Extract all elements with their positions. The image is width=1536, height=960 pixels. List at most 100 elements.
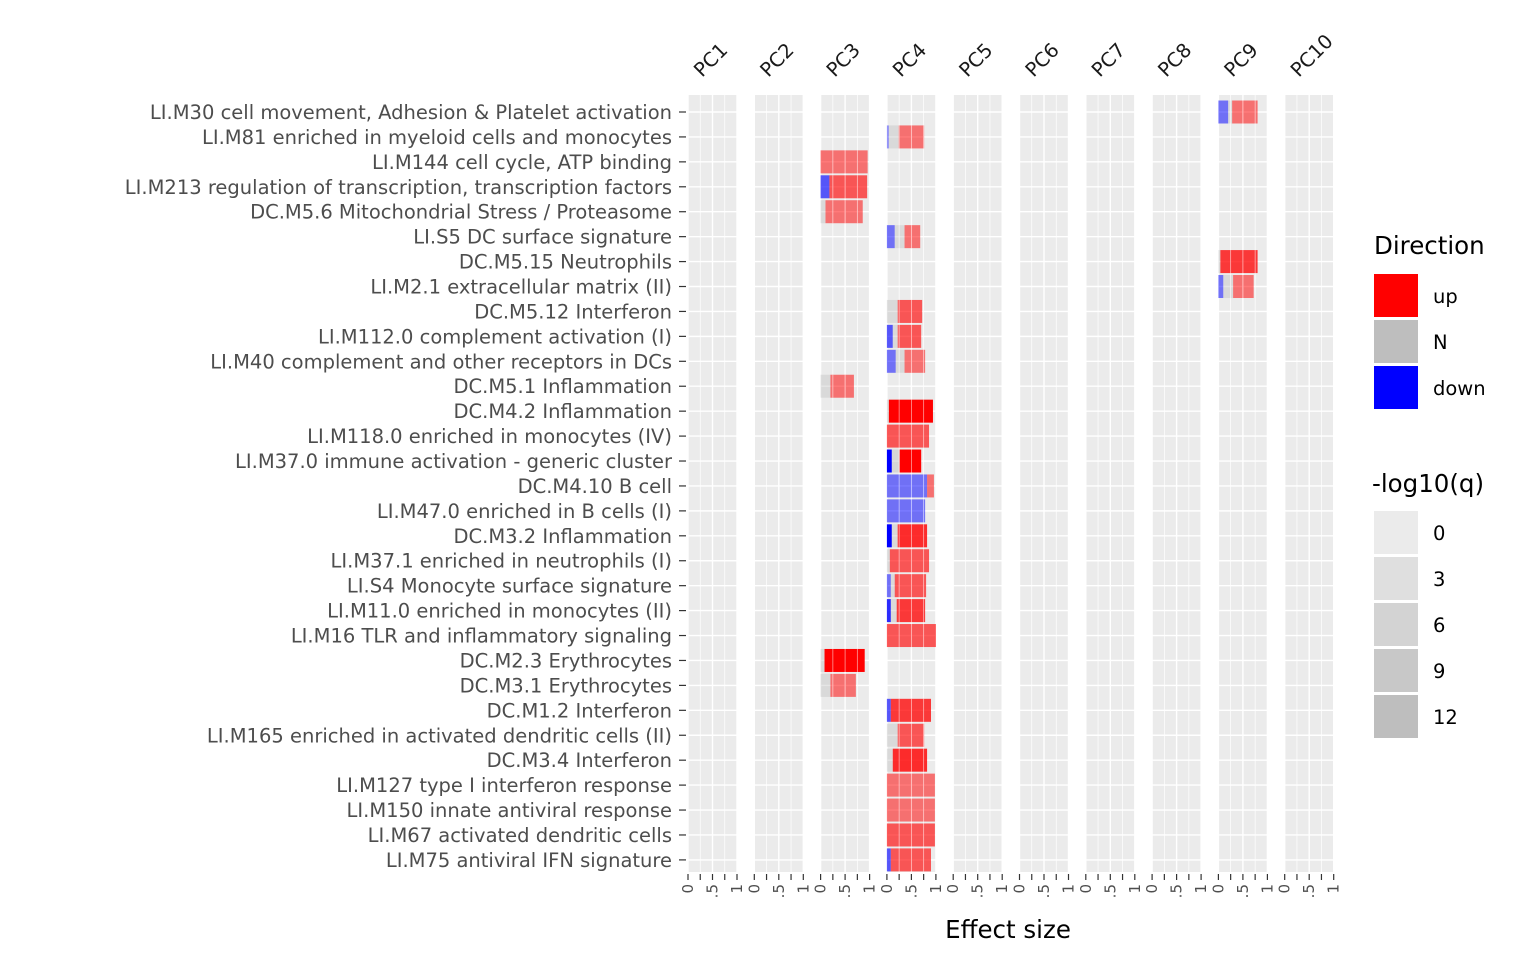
module-label: LI.M40 complement and other receptors in… (210, 350, 672, 373)
module-label: LI.M81 enriched in myeloid cells and mon… (202, 126, 672, 149)
bar-segment-down (886, 125, 889, 149)
legend-q-key (1374, 649, 1418, 692)
legend-key-down (1374, 366, 1418, 409)
bar-segment-up (886, 773, 935, 797)
x-tick-label: .5 (969, 884, 987, 898)
bar-segment-up (1232, 100, 1258, 124)
bar-segment-up (904, 225, 921, 249)
bar-segment-up (890, 698, 931, 722)
bar-segment-up (824, 648, 865, 672)
bar-segment-up (897, 324, 922, 348)
module-label: DC.M3.1 Erythrocytes (460, 674, 672, 697)
legend-label-n: N (1433, 331, 1448, 354)
module-label: LI.M150 innate antiviral response (347, 799, 672, 822)
module-label: LI.M37.0 immune activation - generic clu… (235, 450, 673, 473)
facet-panels (687, 95, 1335, 872)
bar-segment-N (1223, 275, 1234, 299)
module-label: LI.M11.0 enriched in monocytes (II) (327, 600, 672, 623)
bar-segment-down (1218, 275, 1224, 299)
bar-segments (820, 100, 1258, 872)
facet-label-pc6: PC6 (1021, 39, 1064, 82)
bar-segment-N (886, 399, 889, 423)
bar-segment-N (886, 299, 898, 323)
x-tick-label: .5 (1101, 884, 1119, 898)
x-tick-label: 1 (1258, 884, 1276, 894)
bar-segment-up (830, 673, 856, 697)
module-label: DC.M5.6 Mitochondrial Stress / Proteasom… (250, 201, 672, 224)
bar-segment-down (820, 175, 830, 199)
bar-segment-down (886, 524, 892, 548)
bar-segment-down (886, 848, 891, 872)
module-label: LI.M37.1 enriched in neutrophils (I) (331, 550, 672, 573)
bar-segment-up (897, 524, 928, 548)
legend-q-key (1374, 603, 1418, 646)
bar-segment-N (820, 648, 825, 672)
x-axis-ticks: 0.5 1 0.5 1 0.5 1 0.5 1 0.5 1 0.5 1 0.5 1 0.5 1 0.5 1 0.5 1 (679, 874, 1343, 898)
bar-segment-down (886, 698, 891, 722)
x-tick-label: .5 (1300, 884, 1318, 898)
module-label: DC.M5.1 Inflammation (454, 375, 673, 398)
legend-label-up: up (1433, 285, 1458, 308)
legend-q-label: 0 (1433, 522, 1445, 545)
module-label: LI.M75 antiviral IFN signature (386, 849, 672, 872)
bar-segment-down (886, 225, 895, 249)
x-tick-label: 0 (1077, 884, 1095, 894)
x-tick-label: .5 (1035, 884, 1053, 898)
x-tick-label: 0 (1011, 884, 1029, 894)
bar-segment-N (890, 599, 897, 623)
module-label: LI.M67 activated dendritic cells (368, 824, 672, 847)
bar-segment-up (899, 449, 922, 473)
bar-segment-up (1220, 250, 1258, 274)
bar-segment-down (886, 324, 893, 348)
bar-segment-up (886, 424, 930, 448)
x-tick-label: 0 (944, 884, 962, 894)
bar-segment-N (888, 125, 899, 149)
module-label: DC.M4.2 Inflammation (454, 400, 673, 423)
facet-label-pc8: PC8 (1153, 39, 1196, 82)
bar-segment-up (888, 399, 933, 423)
facet-label-pc1: PC1 (689, 39, 732, 82)
legend-q-key (1374, 511, 1418, 554)
module-label: DC.M5.12 Interferon (474, 300, 672, 323)
bar-segment-N (1218, 250, 1221, 274)
x-tick-label: 0 (878, 884, 896, 894)
module-label: LI.M112.0 complement activation (I) (318, 325, 672, 348)
facet-label-pc7: PC7 (1087, 39, 1130, 82)
x-tick-label: 0 (745, 884, 763, 894)
legend-q-label: 3 (1433, 568, 1445, 591)
bar-segment-up (904, 349, 926, 373)
x-tick-label: 1 (993, 884, 1011, 894)
facet-label-pc9: PC9 (1220, 39, 1263, 82)
x-tick-label: .5 (902, 884, 920, 898)
bar-segment-up (829, 175, 868, 199)
module-label: LI.M213 regulation of transcription, tra… (125, 176, 672, 199)
legend-direction-title: Direction (1374, 231, 1485, 260)
bar-segment-up (892, 748, 928, 772)
bar-segment-N (891, 524, 898, 548)
module-label: LI.M165 enriched in activated dendritic … (207, 724, 672, 747)
bar-segment-N (886, 549, 890, 573)
bar-segment-N (886, 748, 893, 772)
module-label: LI.M144 cell cycle, ATP binding (372, 151, 672, 174)
bar-segment-N (895, 349, 905, 373)
bar-segment-N (820, 374, 831, 398)
x-tick-label: 0 (812, 884, 830, 894)
x-tick-label: 1 (794, 884, 812, 894)
legend-q-label: 12 (1433, 706, 1458, 729)
facet-label-pc5: PC5 (954, 39, 997, 82)
x-tick-label: .5 (704, 884, 722, 898)
bar-segment-N (820, 673, 831, 697)
x-tick-label: 0 (1143, 884, 1161, 894)
x-tick-label: .5 (1234, 884, 1252, 898)
bar-segment-up (820, 150, 868, 174)
bar-segment-N (820, 200, 826, 224)
x-tick-label: .5 (836, 884, 854, 898)
legend-q-key (1374, 695, 1418, 738)
x-tick-label: 1 (927, 884, 945, 894)
legend-label-down: down (1433, 377, 1486, 400)
legend-key-n (1374, 320, 1418, 363)
module-label: DC.M1.2 Interferon (487, 699, 672, 722)
x-tick-label: 1 (1192, 884, 1210, 894)
